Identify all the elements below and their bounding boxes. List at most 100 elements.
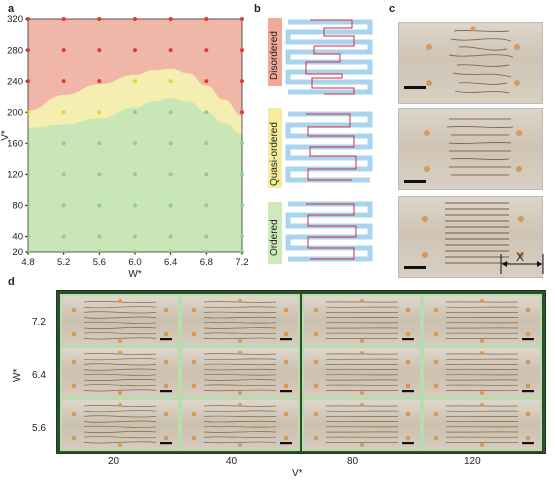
x-marker-label: X (516, 250, 525, 264)
col-label-v40: 40 (226, 456, 238, 467)
grid-photo-w72-v40 (180, 294, 300, 347)
y-tick-label: 120 (7, 170, 23, 181)
x-tick-label: 6.8 (200, 257, 213, 268)
data-point (168, 17, 173, 21)
photo-disordered (398, 22, 543, 104)
grid-photo-w72-v20 (60, 294, 180, 347)
data-point (204, 110, 209, 115)
grid-photo-w64-v80 (302, 346, 422, 399)
data-point (133, 172, 137, 177)
data-point (133, 48, 137, 53)
quasi-ordered-label: Quasi-ordered (269, 122, 280, 186)
data-point (168, 48, 173, 53)
data-point (240, 172, 244, 177)
region-disordered (28, 19, 242, 252)
data-point (97, 17, 102, 21)
data-point (133, 203, 137, 208)
panel-d-xlabel: V* (292, 468, 303, 479)
panel-label-b: b (254, 3, 261, 15)
data-point (168, 110, 173, 115)
data-point (61, 79, 66, 84)
x-axis-label: W* (128, 269, 141, 280)
data-point (97, 48, 102, 53)
data-point (61, 48, 66, 53)
data-point (204, 79, 209, 84)
data-point (133, 110, 137, 115)
data-point (97, 141, 102, 146)
data-point (168, 203, 173, 208)
chart-frame (27, 18, 243, 253)
row-label-w72: 7.2 (32, 317, 46, 328)
serpentine-ordered (285, 201, 373, 262)
data-point (168, 79, 173, 84)
panel-label-d: d (8, 276, 15, 288)
data-point (204, 141, 209, 146)
row-label-w56: 5.6 (32, 423, 46, 434)
scale-bar-c1 (404, 86, 426, 89)
data-point (133, 250, 137, 254)
data-point (240, 17, 244, 21)
region-quasi-ordered (28, 68, 242, 252)
grid-photo-w72-v80 (302, 294, 422, 347)
panel-label-c: c (389, 3, 396, 15)
col-label-v120: 120 (464, 456, 481, 467)
data-point (168, 172, 173, 177)
data-point (168, 250, 173, 254)
data-point (204, 250, 209, 254)
row-label-w64: 6.4 (32, 370, 46, 381)
path-quasi (306, 113, 357, 181)
scale-bar-c3 (404, 266, 426, 269)
data-point (204, 234, 209, 239)
data-point (26, 141, 30, 146)
grid-photo-w64-v20 (60, 346, 180, 399)
data-point (26, 234, 30, 239)
data-point (133, 17, 137, 21)
x-tick-label: 4.8 (21, 257, 34, 268)
grid-photo-w56-v120 (422, 398, 542, 451)
grid-photo-w56-v20 (60, 398, 180, 451)
scale-bar-c2 (404, 180, 426, 183)
data-point (240, 79, 244, 84)
data-point (240, 203, 244, 208)
data-point (168, 141, 173, 146)
region-ordered (28, 98, 242, 252)
col-label-v80: 80 (347, 456, 359, 467)
y-tick-label: 240 (7, 76, 23, 87)
data-point (26, 79, 30, 84)
y-tick-label: 200 (7, 107, 23, 118)
col-label-v20: 20 (108, 456, 120, 467)
data-point (133, 234, 137, 239)
grid-photo-w64-v40 (180, 346, 300, 399)
disordered-band (268, 18, 282, 86)
data-point (61, 110, 66, 115)
data-point (204, 17, 209, 21)
data-point (61, 141, 66, 146)
disordered-label: Disordered (269, 31, 280, 80)
path-disordered (305, 19, 355, 95)
data-point (26, 48, 30, 53)
data-point (240, 110, 244, 115)
x-dimension-arrow (500, 254, 544, 274)
data-point (168, 234, 173, 239)
serpentine-disordered (285, 19, 373, 95)
data-point (97, 234, 102, 239)
grid-photo-w64-v120 (422, 346, 542, 399)
panel-b-schematics: Disordered Quasi-ordered Ordered (268, 14, 380, 264)
data-point (61, 250, 66, 254)
data-point (240, 234, 244, 239)
y-tick-label: 160 (7, 138, 23, 149)
data-point (97, 79, 102, 84)
quasi-ordered-band (268, 108, 282, 188)
x-tick-label: 5.6 (93, 257, 106, 268)
photo-quasi-ordered (398, 108, 543, 190)
data-point (26, 110, 30, 115)
data-point (204, 48, 209, 53)
serpentine-diagrams (285, 19, 373, 262)
x-tick-label: 5.2 (57, 257, 70, 268)
data-point (26, 17, 30, 21)
y-tick-label: 320 (7, 14, 23, 25)
data-point (26, 203, 30, 208)
grid-photo-w72-v120 (422, 294, 542, 347)
data-point (61, 234, 66, 239)
data-point (26, 172, 30, 177)
